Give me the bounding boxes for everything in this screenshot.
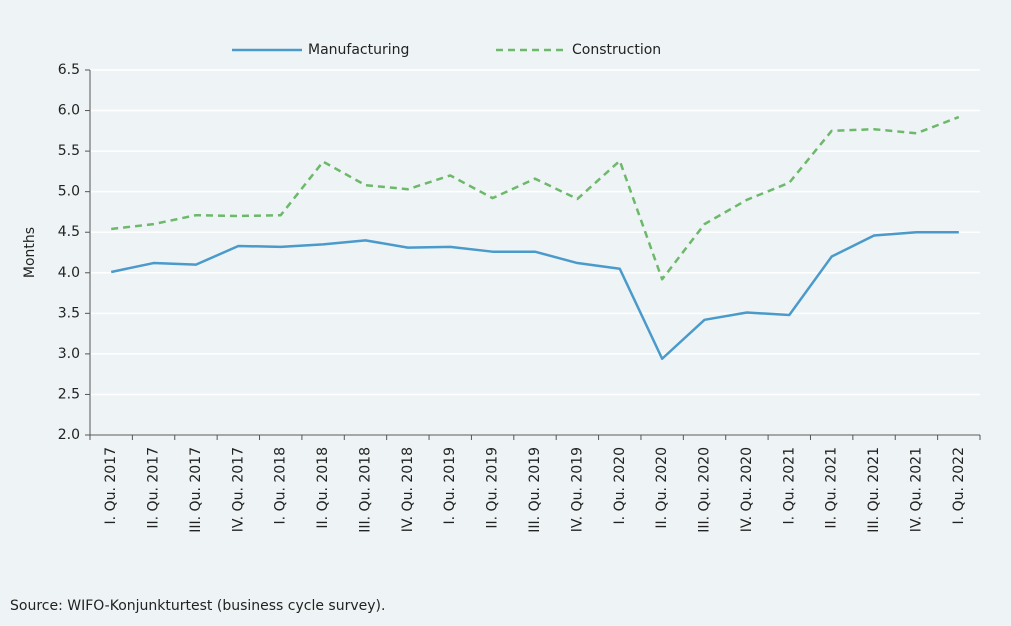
x-tick-label: III. Qu. 2017 [188,447,204,533]
x-tick-label: I. Qu. 2020 [612,447,628,524]
x-tick-label: I. Qu. 2018 [273,447,289,524]
x-tick-label: IV. Qu. 2019 [569,447,585,532]
x-tick-label: II. Qu. 2018 [315,447,331,529]
x-tick-label: IV. Qu. 2017 [230,447,246,532]
y-tick-label: 6.0 [58,103,80,119]
x-tick-label: IV. Qu. 2021 [908,447,924,532]
x-tick-label: I. Qu. 2017 [103,447,119,524]
x-tick-label: I. Qu. 2019 [442,447,458,524]
y-tick-label: 5.0 [58,184,80,200]
y-tick-label: 4.5 [58,224,80,240]
x-tick-label: III. Qu. 2019 [527,447,543,533]
x-tick-label: III. Qu. 2020 [697,447,713,533]
x-tick-label: II. Qu. 2019 [485,447,501,529]
x-tick-label: III. Qu. 2021 [866,447,882,533]
legend-label: Construction [572,42,661,58]
series-line [110,230,959,361]
y-tick-label: 2.5 [58,386,80,402]
x-tick-label: II. Qu. 2021 [824,447,840,529]
x-tick-label: IV. Qu. 2018 [400,447,416,532]
legend-label: Manufacturing [308,42,409,58]
series-line [111,115,960,281]
y-tick-label: 2.0 [58,427,80,443]
y-tick-label: 3.0 [58,346,80,362]
y-tick-label: 3.5 [58,305,80,321]
x-tick-label: II. Qu. 2020 [654,447,670,529]
x-tick-label: III. Qu. 2018 [357,447,373,533]
y-tick-label: 4.0 [58,265,80,281]
y-axis-label: Months [22,227,38,278]
y-tick-label: 6.5 [58,62,80,78]
x-tick-label: I. Qu. 2021 [781,447,797,524]
x-tick-label: IV. Qu. 2020 [739,447,755,532]
x-tick-label: I. Qu. 2022 [951,447,967,524]
source-note: Source: WIFO-Konjunkturtest (business cy… [10,598,385,614]
y-tick-label: 5.5 [58,143,80,159]
x-tick-label: II. Qu. 2017 [146,447,162,529]
